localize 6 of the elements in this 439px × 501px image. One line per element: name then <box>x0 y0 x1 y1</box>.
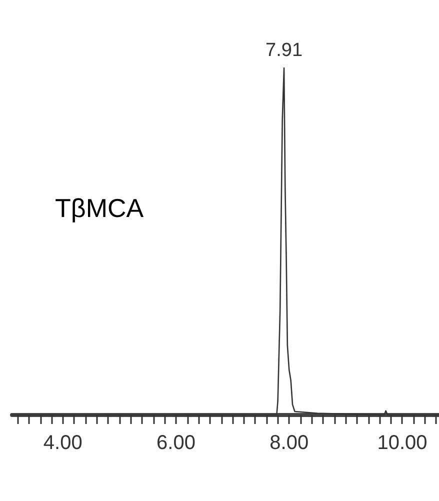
annotation: 7.91 <box>266 40 303 61</box>
x-tick-label: 6.00 <box>156 432 196 454</box>
x-tick-label: 10.00 <box>377 432 428 454</box>
annotation: TβMCA <box>55 193 144 223</box>
x-tick-label: 4.00 <box>43 432 82 454</box>
x-tick-label: 8.00 <box>270 432 309 454</box>
